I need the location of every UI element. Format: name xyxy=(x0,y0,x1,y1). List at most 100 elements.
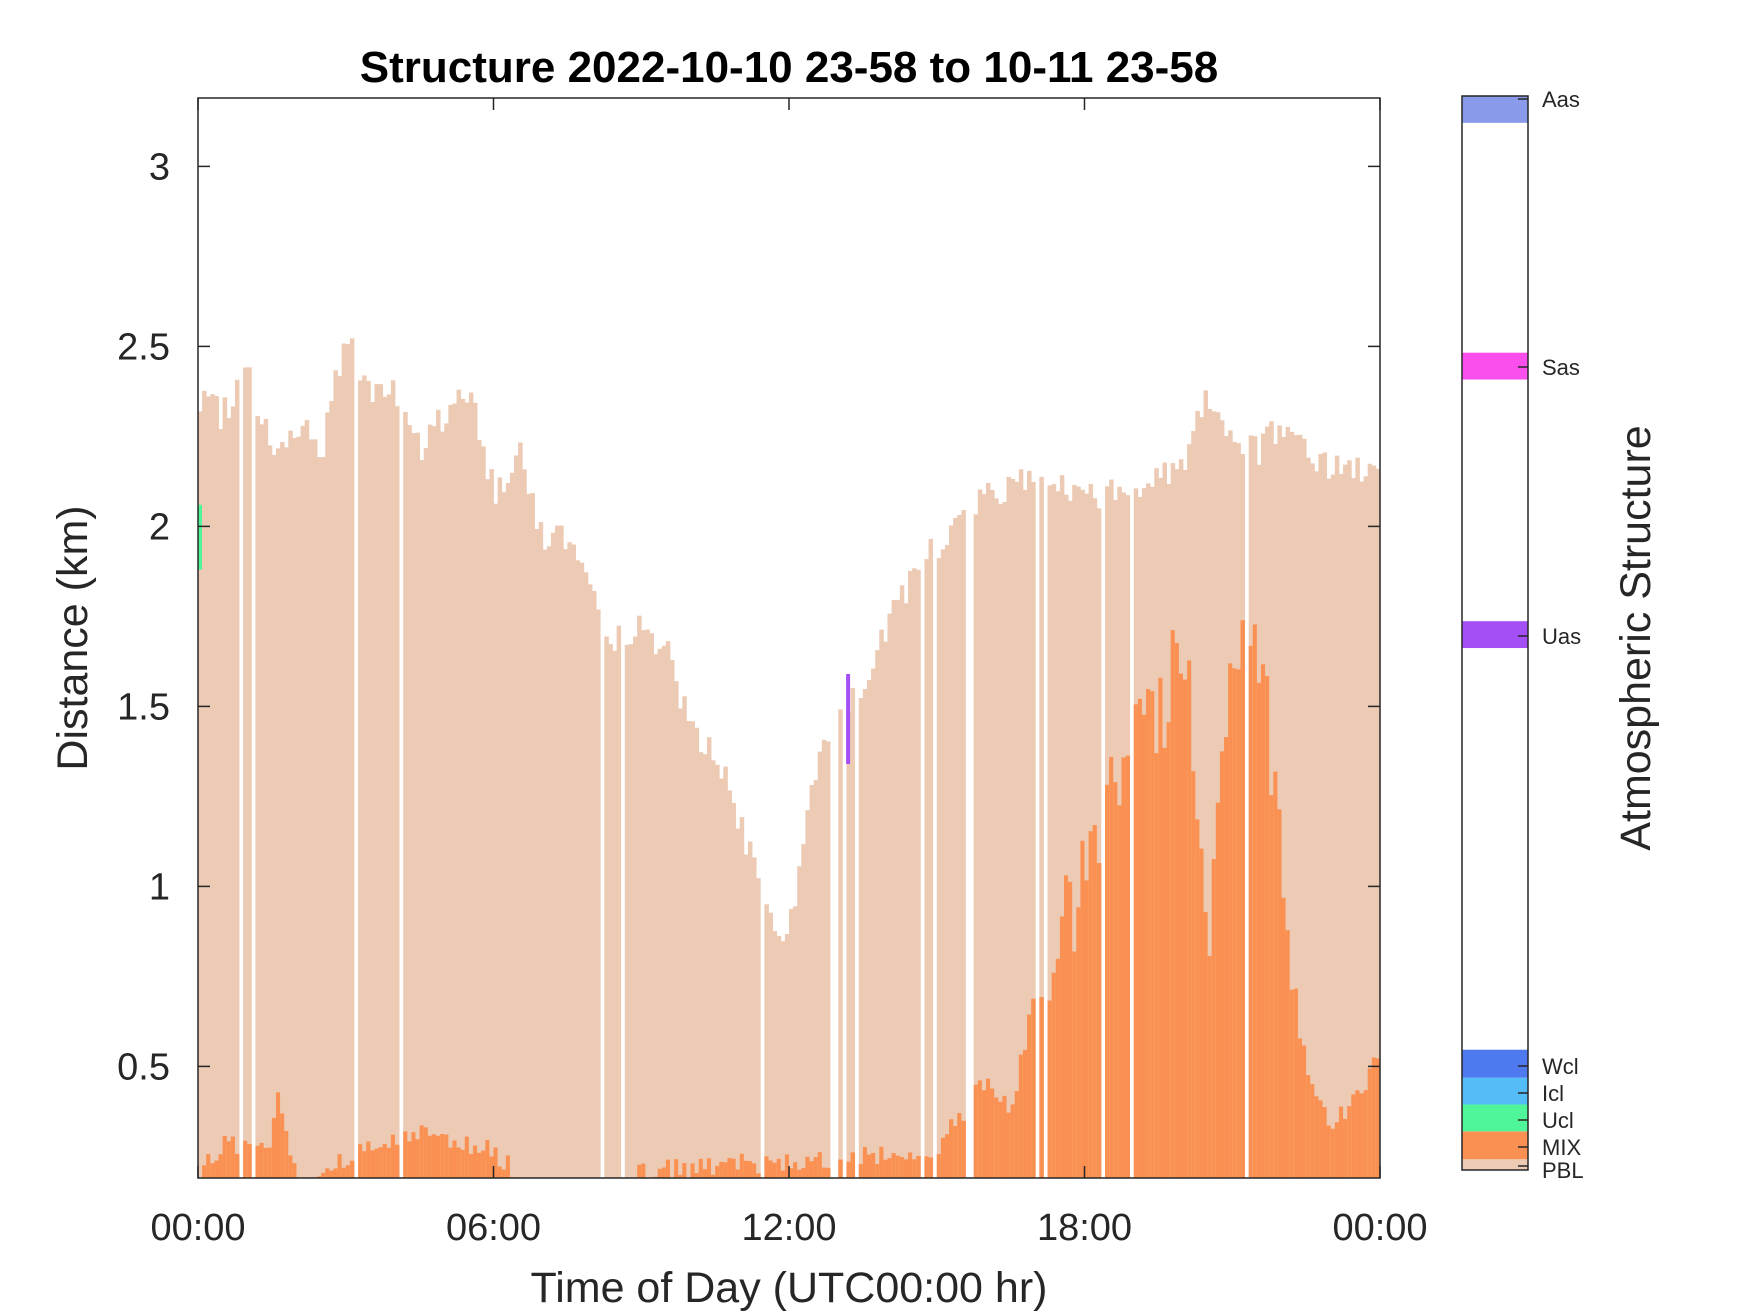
pbl-bar xyxy=(1289,431,1295,1178)
pbl-bar xyxy=(308,439,314,1178)
mix-bar xyxy=(226,1141,232,1178)
mix-bar xyxy=(797,1169,802,1178)
mix-bar xyxy=(1121,757,1126,1178)
pbl-bar xyxy=(916,569,921,1178)
mix-bar xyxy=(468,1153,474,1178)
pbl-bar xyxy=(1371,465,1377,1178)
mix-bar xyxy=(838,1159,843,1178)
x-tick-label: 18:00 xyxy=(1037,1207,1132,1249)
pbl-bar xyxy=(317,457,322,1179)
mix-bar xyxy=(986,1078,991,1178)
y-tick-label: 2.5 xyxy=(117,326,170,368)
pbl-bar xyxy=(1330,474,1336,1178)
pbl-bar xyxy=(333,370,338,1178)
pbl-bar xyxy=(518,442,523,1178)
pbl-bar xyxy=(370,402,375,1178)
mix-bar xyxy=(374,1148,379,1178)
pbl-bar xyxy=(575,560,581,1178)
mix-bar xyxy=(1096,863,1102,1178)
mix-bar xyxy=(895,1155,901,1178)
pbl-bar xyxy=(1014,481,1020,1178)
mix-bar xyxy=(411,1132,416,1178)
mix-bar xyxy=(1154,753,1159,1178)
pbl-bar xyxy=(472,402,478,1178)
pbl-bar xyxy=(579,562,585,1178)
pbl-bar xyxy=(784,934,790,1178)
mix-bar xyxy=(1051,972,1057,1178)
pbl-bar xyxy=(1367,463,1373,1178)
mix-bar xyxy=(460,1149,466,1178)
y-tick-label: 1.5 xyxy=(117,686,170,728)
mix-bar xyxy=(271,1117,277,1178)
pbl-bar xyxy=(477,440,482,1178)
mix-bar xyxy=(1006,1112,1012,1178)
mix-bar xyxy=(255,1145,260,1178)
mix-bar xyxy=(1326,1125,1332,1178)
pbl-bar xyxy=(821,739,827,1178)
mix-bar xyxy=(706,1158,712,1178)
mix-bar xyxy=(218,1154,224,1178)
mix-bar xyxy=(780,1170,786,1178)
mix-bar xyxy=(1211,859,1217,1178)
mix-bar xyxy=(325,1168,330,1178)
mix-bar xyxy=(719,1161,724,1178)
mix-bar xyxy=(263,1147,269,1178)
mix-bar xyxy=(731,1158,737,1178)
pbl-bar xyxy=(501,492,507,1178)
pbl-bar xyxy=(719,778,724,1178)
pbl-bar xyxy=(739,817,745,1178)
pbl-bar xyxy=(608,644,613,1178)
pbl-bar xyxy=(243,367,248,1179)
mix-bar xyxy=(431,1134,437,1178)
pbl-bar xyxy=(325,412,330,1179)
pbl-bar xyxy=(1334,455,1340,1178)
mix-bar xyxy=(444,1134,449,1178)
pbl-bar xyxy=(661,645,667,1178)
pbl-bar xyxy=(908,570,913,1178)
axis-ticks: 00:00 06:00 12:00 18:00 00:00 0.5 1 1.5 2 2.5 3 xyxy=(117,98,1428,1249)
y-tick-label: 2 xyxy=(149,506,170,548)
pbl-bar xyxy=(411,433,416,1178)
colorbar-tick-label: Icl xyxy=(1542,1081,1564,1106)
pbl-bar xyxy=(596,609,601,1178)
pbl-bar xyxy=(986,483,991,1178)
mix-bar xyxy=(936,1154,942,1178)
pbl-bar xyxy=(1055,491,1061,1179)
mix-bar xyxy=(267,1147,273,1178)
y-tick-label: 1 xyxy=(149,866,170,908)
mix-bar xyxy=(981,1090,987,1178)
pbl-bar xyxy=(990,489,995,1179)
pbl-bar xyxy=(624,644,630,1178)
pbl-bar xyxy=(374,383,379,1178)
pbl-bar xyxy=(390,380,396,1178)
mix-bar xyxy=(1256,682,1262,1178)
mix-bar xyxy=(292,1163,297,1178)
colorbar-swatch-uas xyxy=(1462,621,1528,649)
mix-bar xyxy=(452,1140,457,1178)
colorbar-swatch-aas xyxy=(1462,96,1528,123)
pbl-bar xyxy=(780,941,786,1178)
mix-bar xyxy=(928,1157,934,1178)
mix-bar xyxy=(1072,951,1077,1178)
pbl-bar xyxy=(846,712,851,1178)
pbl-bar xyxy=(1076,486,1081,1178)
pbl-bar xyxy=(899,585,905,1178)
mix-bar xyxy=(337,1154,343,1178)
pbl-bar xyxy=(805,810,810,1178)
mix-bar xyxy=(1076,907,1081,1178)
mix-bar xyxy=(764,1156,769,1178)
pbl-bar xyxy=(321,457,326,1179)
pbl-bar xyxy=(1068,500,1073,1178)
pbl-bar xyxy=(345,343,351,1179)
x-tick-label: 00:00 xyxy=(1332,1207,1427,1249)
mix-bar xyxy=(1330,1128,1336,1178)
pbl-bar xyxy=(1302,438,1307,1179)
mix-bar xyxy=(284,1131,289,1178)
mix-bar xyxy=(1174,643,1180,1178)
mix-bar xyxy=(858,1164,864,1178)
mix-bar xyxy=(362,1151,367,1178)
mix-bar xyxy=(813,1157,819,1178)
pbl-bar xyxy=(1072,484,1077,1178)
mix-bar xyxy=(715,1165,720,1178)
